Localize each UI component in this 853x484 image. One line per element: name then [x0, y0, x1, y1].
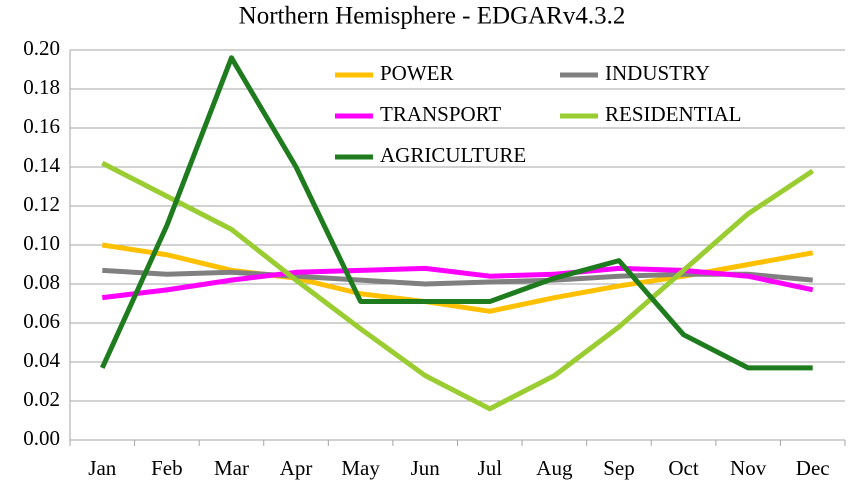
x-tick-label: Sep — [603, 456, 635, 480]
series-line — [102, 267, 813, 287]
y-tick-label: 0.08 — [23, 270, 60, 294]
x-tick-label: Dec — [796, 456, 830, 480]
legend-label: AGRICULTURE — [380, 143, 526, 167]
legend-label: RESIDENTIAL — [605, 102, 741, 126]
x-tick-label: Aug — [536, 456, 573, 480]
x-tick-label: Jan — [88, 456, 116, 480]
y-tick-label: 0.06 — [23, 309, 60, 333]
y-tick-label: 0.14 — [23, 153, 60, 177]
x-tick-label: Jun — [411, 456, 441, 480]
legend-label: TRANSPORT — [380, 102, 501, 126]
x-tick-label: May — [341, 456, 380, 480]
x-tick-label: Nov — [730, 456, 767, 480]
x-tick-label: Oct — [668, 456, 698, 480]
y-tick-label: 0.20 — [23, 36, 60, 60]
y-tick-label: 0.16 — [23, 114, 60, 138]
y-tick-label: 0.18 — [23, 75, 60, 99]
series-line — [100, 55, 813, 371]
x-tick-label: Mar — [214, 456, 249, 480]
y-tick-label: 0.04 — [23, 348, 60, 372]
series-line — [101, 265, 814, 301]
y-tick-label: 0.12 — [23, 192, 60, 216]
x-tick-label: Apr — [280, 456, 313, 480]
x-tick-label: Feb — [151, 456, 183, 480]
legend-label: INDUSTRY — [605, 61, 710, 85]
y-tick-label: 0.00 — [23, 426, 60, 450]
y-tick-label: 0.10 — [23, 231, 60, 255]
series-line — [101, 160, 815, 412]
y-tick-label: 0.02 — [23, 387, 60, 411]
chart-title: Northern Hemisphere - EDGARv4.3.2 — [239, 3, 626, 30]
legend-label: POWER — [380, 61, 454, 85]
x-tick-label: Jul — [478, 456, 503, 480]
